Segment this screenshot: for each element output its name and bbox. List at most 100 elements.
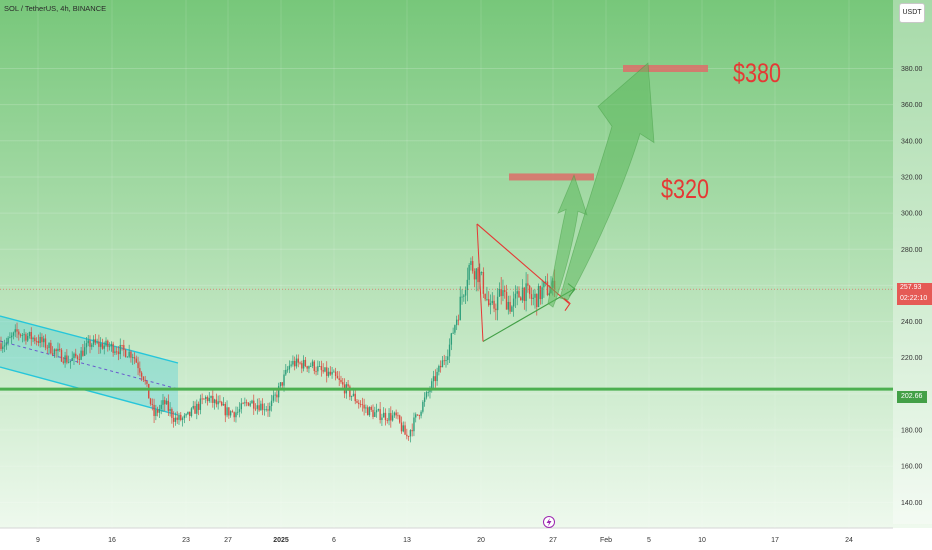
candle-body <box>34 337 36 342</box>
candle-body <box>208 397 210 402</box>
candle-body <box>400 422 403 432</box>
candle-body <box>301 363 303 369</box>
candle-body <box>41 336 43 343</box>
candle-body <box>455 319 458 326</box>
candle-body <box>43 338 45 343</box>
candle-body <box>285 369 287 375</box>
candle-body <box>409 430 412 437</box>
candle-body <box>256 405 259 409</box>
candle-body <box>384 412 387 421</box>
channel-midline <box>0 340 179 390</box>
candle-body <box>356 401 358 403</box>
candle-body <box>411 430 413 432</box>
candle-body <box>83 347 86 356</box>
candle-body <box>92 339 95 345</box>
x-tick-label: 27 <box>549 537 557 544</box>
candle-body <box>304 359 307 367</box>
candle-body <box>546 281 549 296</box>
candle-body <box>60 349 63 362</box>
candle-body <box>370 406 372 410</box>
candle-body <box>156 409 159 413</box>
candle-body <box>245 402 248 404</box>
candle-body <box>16 329 18 332</box>
candle-body <box>82 350 84 356</box>
candle-body <box>164 400 166 405</box>
candle-body <box>261 403 264 410</box>
candle-body <box>244 402 246 404</box>
symbol-title[interactable]: SOL / TetherUS, 4h, BINANCE <box>4 4 107 13</box>
candle-body <box>377 409 380 411</box>
candle-body <box>21 335 24 336</box>
candle-body <box>365 407 367 409</box>
candle-body <box>507 301 509 310</box>
candle-body <box>473 271 476 280</box>
y-tick-label: 300.00 <box>901 211 923 218</box>
candle-body <box>488 299 490 306</box>
candle-body <box>358 402 360 405</box>
candle-body <box>347 384 349 387</box>
candle-body <box>399 415 401 423</box>
candle-body <box>416 414 419 416</box>
candle-body <box>438 365 440 372</box>
candle-body <box>288 365 291 370</box>
candle-body <box>495 308 497 311</box>
x-tick-label: Feb <box>600 537 612 544</box>
candle-body <box>520 297 522 301</box>
candle-body <box>439 365 442 368</box>
candle-body <box>28 331 31 337</box>
candle-body <box>151 404 153 405</box>
candle-body <box>73 353 75 358</box>
candle-body <box>415 414 417 418</box>
candle-body <box>71 357 73 361</box>
current-price-tag: 257.93 02:22:10 <box>897 283 932 305</box>
candle-body <box>219 401 221 403</box>
candle-body <box>317 366 319 372</box>
candle-body <box>525 283 527 302</box>
candle-body <box>318 366 321 367</box>
candle-body <box>418 415 420 416</box>
candle-body <box>349 386 351 397</box>
channel-upper-line <box>0 315 179 364</box>
candle-body <box>249 403 251 406</box>
candle-body <box>383 412 385 418</box>
candle-body <box>528 285 531 295</box>
candle-body <box>486 299 488 300</box>
y-tick-label: 380.00 <box>901 66 923 73</box>
candle-body <box>402 425 404 432</box>
candle-body <box>235 412 237 418</box>
candle-body <box>420 411 422 416</box>
candle-body <box>388 413 390 421</box>
candle-body <box>379 409 381 420</box>
candle-body <box>169 409 171 411</box>
x-tick-label: 6 <box>332 537 336 544</box>
candle-body <box>9 337 11 339</box>
candle-body <box>180 414 182 420</box>
candle-body <box>454 325 456 333</box>
candle-body <box>107 340 109 347</box>
candle-body <box>66 355 68 363</box>
candle-body <box>3 345 6 347</box>
candle-body <box>210 395 212 398</box>
candle-body <box>254 408 257 410</box>
candle-body <box>187 411 189 415</box>
candle-body <box>260 403 262 411</box>
candle-body <box>190 408 193 416</box>
candle-body <box>299 362 301 364</box>
candle-body <box>427 392 429 393</box>
candle-body <box>466 279 469 291</box>
currency-button[interactable]: USDT <box>899 3 925 23</box>
target-zone-320 <box>509 173 594 181</box>
candle-body <box>407 436 410 437</box>
candle-body <box>511 306 513 312</box>
candle-body <box>80 350 82 360</box>
candle-body <box>112 343 114 353</box>
candle-body <box>443 360 445 362</box>
candle-body <box>329 371 331 375</box>
candle-body <box>297 358 299 363</box>
candle-body <box>228 407 230 416</box>
candle-body <box>57 348 59 352</box>
candle-body <box>75 353 77 357</box>
candle-body <box>336 375 339 379</box>
